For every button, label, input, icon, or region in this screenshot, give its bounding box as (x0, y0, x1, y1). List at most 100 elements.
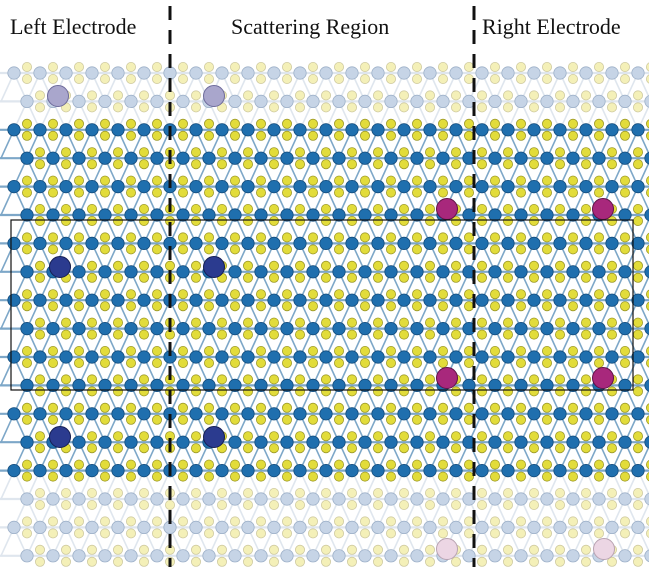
ligand-atom (100, 528, 111, 539)
ligand-atom (61, 487, 72, 498)
ligand-atom (307, 130, 318, 141)
ligand-atom (555, 260, 566, 271)
host-atom (644, 95, 649, 108)
ligand-atom (113, 203, 124, 214)
ligand-atom (594, 187, 605, 198)
host-atom (20, 321, 34, 336)
ligand-atom (190, 544, 201, 555)
ligand-atom (581, 556, 592, 567)
ligand-atom (633, 386, 644, 397)
ligand-atom (216, 544, 227, 555)
ligand-atom (411, 62, 422, 73)
ligand-atom (307, 471, 318, 482)
host-atom (46, 151, 60, 165)
ligand-atom (476, 147, 487, 158)
ligand-atom (437, 357, 448, 368)
ligand-atom (177, 528, 188, 539)
ligand-atom (268, 272, 279, 283)
host-atom (137, 463, 151, 478)
host-atom (475, 180, 489, 194)
host-atom (579, 293, 593, 307)
ligand-atom (398, 260, 409, 271)
host-atom (371, 463, 385, 478)
host-atom (501, 407, 515, 421)
ligand-atom (581, 260, 592, 271)
host-atom (267, 236, 281, 250)
ligand-atom (35, 374, 46, 385)
ligand-atom (281, 118, 292, 129)
host-atom (475, 123, 489, 137)
ligand-atom (489, 345, 500, 356)
ligand-atom (177, 244, 188, 255)
host-atom (475, 236, 489, 250)
host-atom (384, 321, 398, 336)
host-atom (280, 151, 294, 165)
host-atom (358, 208, 372, 222)
ligand-atom (346, 487, 357, 498)
host-atom (423, 520, 437, 535)
ligand-atom (21, 74, 32, 85)
ligand-atom (398, 272, 409, 283)
ligand-atom (320, 272, 331, 283)
ligand-atom (268, 329, 279, 340)
host-atom (397, 66, 411, 80)
ligand-atom (594, 118, 605, 129)
ligand-atom (463, 175, 474, 186)
ligand-atom (48, 130, 59, 141)
ligand-atom (476, 159, 487, 170)
ligand-atom (437, 345, 448, 356)
ligand-atom (242, 260, 253, 271)
ligand-atom (229, 232, 240, 243)
ligand-atom (229, 459, 240, 470)
ligand-atom (268, 487, 279, 498)
ligand-atom (281, 62, 292, 73)
host-atom (228, 321, 242, 336)
ligand-atom (411, 130, 422, 141)
ligand-atom (203, 62, 214, 73)
ligand-atom (320, 499, 331, 510)
ligand-atom (190, 317, 201, 328)
ligand-atom (35, 317, 46, 328)
ligand-atom (190, 386, 201, 397)
host-atom (384, 492, 398, 506)
ligand-atom (35, 431, 46, 442)
ligand-atom (489, 232, 500, 243)
ligand-atom (333, 402, 344, 413)
ligand-atom (489, 301, 500, 312)
ligand-atom (229, 528, 240, 539)
ligand-atom (581, 203, 592, 214)
ligand-atom (333, 187, 344, 198)
ligand-atom (555, 556, 566, 567)
ligand-atom (359, 130, 370, 141)
ligand-atom (255, 232, 266, 243)
ligand-atom (255, 459, 266, 470)
host-atom (59, 350, 73, 364)
ligand-atom (48, 345, 59, 356)
ligand-atom (281, 459, 292, 470)
ligand-atom (476, 544, 487, 555)
ligand-atom (489, 289, 500, 300)
ligand-atom (516, 62, 527, 73)
ligand-atom (489, 74, 500, 85)
ligand-atom (87, 102, 98, 113)
ligand-atom (190, 374, 201, 385)
host-atom (410, 492, 424, 506)
host-atom (358, 321, 372, 336)
host-atom (189, 180, 203, 194)
host-atom (540, 435, 554, 449)
host-atom (98, 94, 112, 109)
host-atom (618, 321, 632, 336)
host-atom (293, 123, 307, 137)
ligand-atom (242, 102, 253, 113)
ligand-atom (620, 62, 631, 73)
ligand-atom (607, 260, 618, 271)
ligand-atom (35, 544, 46, 555)
host-atom (475, 293, 489, 307)
host-atom (72, 321, 86, 336)
ligand-atom (229, 414, 240, 425)
ligand-atom (151, 232, 162, 243)
host-atom (423, 350, 437, 364)
ligand-atom (398, 90, 409, 101)
dopant-atom (436, 367, 458, 389)
ligand-atom (281, 516, 292, 527)
